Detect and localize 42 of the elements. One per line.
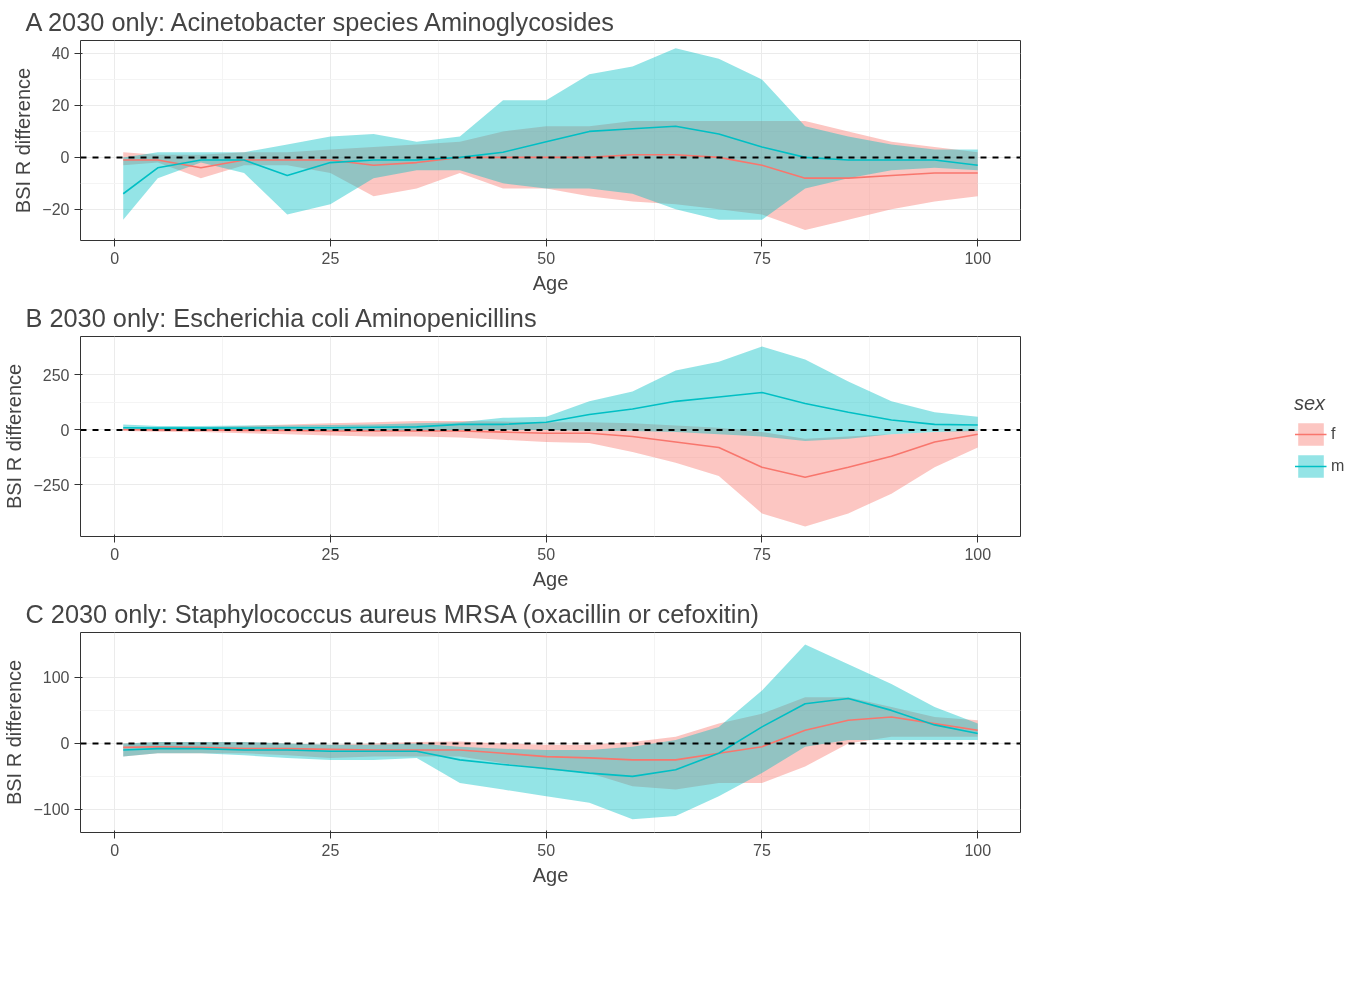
y-tick-label: −100 bbox=[33, 801, 70, 819]
line-series bbox=[122, 428, 979, 478]
line-series bbox=[122, 391, 979, 429]
y-tick-label: 20 bbox=[51, 97, 70, 115]
x-tick-label: 25 bbox=[321, 545, 340, 563]
x-axis-title: Age bbox=[532, 863, 569, 886]
chart-title: A 2030 only: Acinetobacter species Aminoglycosides bbox=[25, 7, 615, 36]
y-tick-label: 100 bbox=[42, 669, 70, 687]
x-tick-label: 50 bbox=[537, 841, 556, 859]
x-tick-label: 75 bbox=[753, 545, 771, 563]
x-tick-label: 0 bbox=[110, 841, 120, 859]
x-tick-label: 100 bbox=[964, 545, 992, 563]
y-axis-title: BSI R difference bbox=[3, 363, 26, 510]
x-tick-label: 0 bbox=[110, 545, 120, 563]
line-series bbox=[122, 125, 979, 195]
x-tick-label: 25 bbox=[321, 841, 340, 859]
x-axis-title: Age bbox=[532, 567, 569, 590]
y-tick-label: 0 bbox=[60, 735, 70, 753]
y-tick-label: 0 bbox=[60, 149, 70, 167]
y-tick-label: 40 bbox=[51, 45, 70, 63]
legend-label: f bbox=[1331, 425, 1337, 443]
x-axis-title: Age bbox=[532, 271, 569, 294]
x-tick-label: 75 bbox=[753, 841, 771, 859]
line-series bbox=[122, 716, 979, 761]
y-tick-label: −20 bbox=[42, 201, 70, 219]
chart-title: B 2030 only: Escherichia coli Aminopenicillins bbox=[25, 303, 537, 332]
x-tick-label: 100 bbox=[964, 249, 992, 267]
line-series bbox=[122, 153, 979, 179]
y-axis-title: BSI R difference bbox=[12, 67, 35, 214]
legend-label: m bbox=[1331, 457, 1346, 475]
x-tick-label: 75 bbox=[753, 249, 771, 267]
x-tick-label: 25 bbox=[321, 249, 340, 267]
y-tick-label: −250 bbox=[33, 476, 70, 494]
y-tick-label: 250 bbox=[42, 366, 70, 384]
x-tick-label: 0 bbox=[110, 249, 120, 267]
chart-title: C 2030 only: Staphylococcus aureus MRSA (oxacillin or cefoxitin) bbox=[25, 599, 759, 628]
x-tick-label: 50 bbox=[537, 249, 556, 267]
y-axis-title: BSI R difference bbox=[3, 659, 26, 806]
y-tick-label: 0 bbox=[60, 421, 70, 439]
x-tick-label: 100 bbox=[964, 841, 992, 859]
legend-title: sex bbox=[1294, 392, 1327, 415]
x-tick-label: 50 bbox=[537, 545, 556, 563]
